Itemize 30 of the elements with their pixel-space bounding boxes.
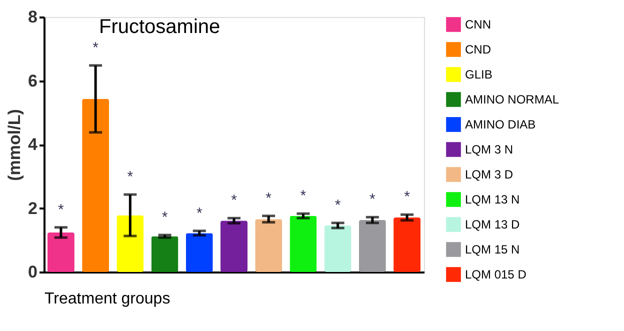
legend-label: LQM 13 D — [465, 218, 520, 232]
annotation: * — [404, 188, 410, 206]
legend-label: GLIB — [465, 68, 492, 82]
y-tick-label: 8 — [28, 8, 38, 26]
annotation: * — [58, 201, 64, 218]
annotation: * — [231, 192, 238, 210]
annotation: * — [196, 204, 202, 222]
annotation: * — [300, 188, 306, 205]
y-tick-label: 0 — [28, 262, 38, 282]
y-tick-label: 6 — [28, 71, 38, 90]
legend-label: LQM 3 D — [465, 168, 514, 182]
y-tick-label: 4 — [28, 135, 38, 154]
chart-title: Fructosamine — [99, 16, 220, 38]
x-axis-title: Treatment groups — [44, 290, 170, 308]
legend-label: CND — [465, 42, 492, 56]
legend-label: LQM 3 N — [465, 142, 514, 156]
y-tick-label: 2 — [28, 198, 38, 218]
legend-label: AMINO NORMAL — [465, 92, 560, 106]
annotation: * — [370, 191, 376, 208]
legend-label: CNN — [465, 18, 491, 32]
annotation: * — [127, 168, 134, 186]
y-axis-title: (mmol/L) — [5, 109, 24, 181]
legend-label: LQM 15 N — [465, 242, 520, 256]
annotation: * — [266, 190, 272, 207]
legend-label: AMINO DIAB — [465, 118, 536, 132]
legend-label: LQM 13 N — [465, 192, 520, 206]
annotation: * — [92, 39, 99, 56]
legend-label: LQM 015 D — [465, 268, 527, 282]
annotation: * — [162, 209, 168, 226]
annotation: * — [334, 196, 341, 214]
